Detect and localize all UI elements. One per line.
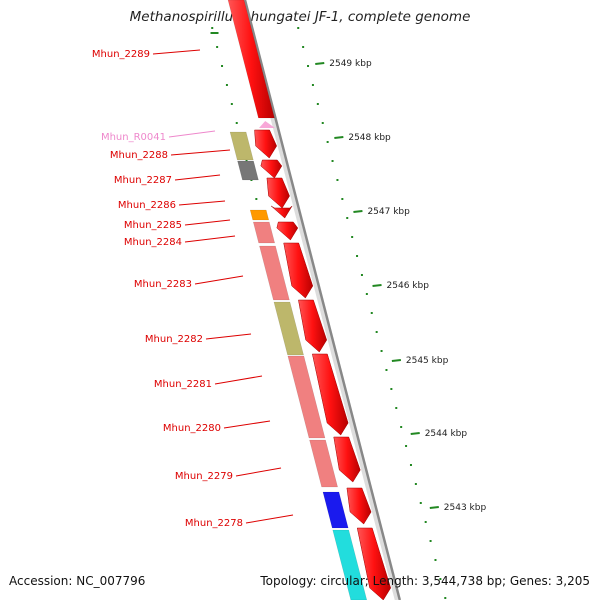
gene-leader-line [235,467,282,477]
gene-label: Mhun_2286 [118,200,176,211]
gene-leader-line [184,235,236,243]
cds-mhun-2282 [312,353,349,436]
cog-block-salmon-3 [287,355,326,439]
cog-block-salmon-1 [252,221,276,244]
cog-block-khaki-2 [273,301,304,356]
gene-label: Mhun_2289 [92,49,150,60]
cds-mhun-2284 [283,242,314,299]
cds-mhun-2279 [346,487,372,525]
gene-label: Mhun_R0041 [101,132,166,143]
gene-leader-line [174,174,221,181]
tick-label: 2543 kbp [444,503,487,513]
cds-mhun-2289 [227,0,275,119]
tick-label: 2549 kbp [329,59,372,69]
map-title: Methanospirillum hungatei JF-1, complete… [129,9,471,25]
cds-mhun-2287-a [260,159,283,179]
outer-dotted-ring [297,27,447,599]
cog-block-khaki-1 [229,131,254,161]
cog-block-salmon-2 [259,245,290,301]
gene-leader-line [184,219,231,226]
gene-label: Mhun_2285 [124,220,182,231]
gene-leader-line [194,275,244,285]
gene-label: Mhun_2278 [185,518,243,529]
gene-leader-line [152,49,201,55]
gene-leader-line [214,375,263,385]
cog-block-gray [237,160,259,181]
gene-label: Mhun_2287 [114,175,172,186]
cds-mhun-2288 [254,129,277,159]
gene-leader-line [170,149,231,156]
gene-label: Mhun_2280 [163,423,221,434]
gene-leader-line [223,420,271,429]
cds-mhun-2283 [298,299,327,353]
tick-label: 2545 kbp [406,356,449,366]
major-tick [353,210,363,213]
accession-label: Accession: NC_007796 [9,574,146,588]
rrna-mhun-r0041 [259,121,276,128]
cds-mhun-2287 [266,177,290,209]
major-tick [410,432,420,435]
cog-block-orange [249,209,270,221]
gene-label: Mhun_2288 [110,150,168,161]
gene-label: Mhun_2279 [175,471,233,482]
gene-leader-line [168,130,216,138]
backbone-line [243,0,402,600]
major-tick [372,284,382,287]
major-tick [429,506,439,509]
cds-mhun-2286 [270,205,293,219]
cog-block-cyan [332,529,368,600]
tick-label: 2546 kbp [387,281,430,291]
major-tick [315,62,325,65]
gene-label: Mhun_2281 [154,379,212,390]
cds-mhun-2278 [356,527,391,600]
topology-label: Topology: circular; Length: 3,544,738 bp… [260,574,590,588]
gene-leader-line [245,514,294,524]
cog-block-salmon-4 [309,439,338,488]
gene-label: Mhun_2282 [145,334,203,345]
gene-label: Mhun_2284 [124,237,182,248]
cog-block-blue [322,491,349,529]
cds-mhun-2285 [276,221,299,241]
gene-leader-line [205,333,252,340]
tick-label: 2544 kbp [425,429,468,439]
gene-leader-line [178,200,226,206]
tick-label: 2548 kbp [348,133,391,143]
gene-label: Mhun_2283 [134,279,192,290]
major-tick [391,359,401,362]
cds-mhun-2281 [333,436,361,483]
tick-label: 2547 kbp [367,207,410,217]
major-tick [334,136,344,139]
